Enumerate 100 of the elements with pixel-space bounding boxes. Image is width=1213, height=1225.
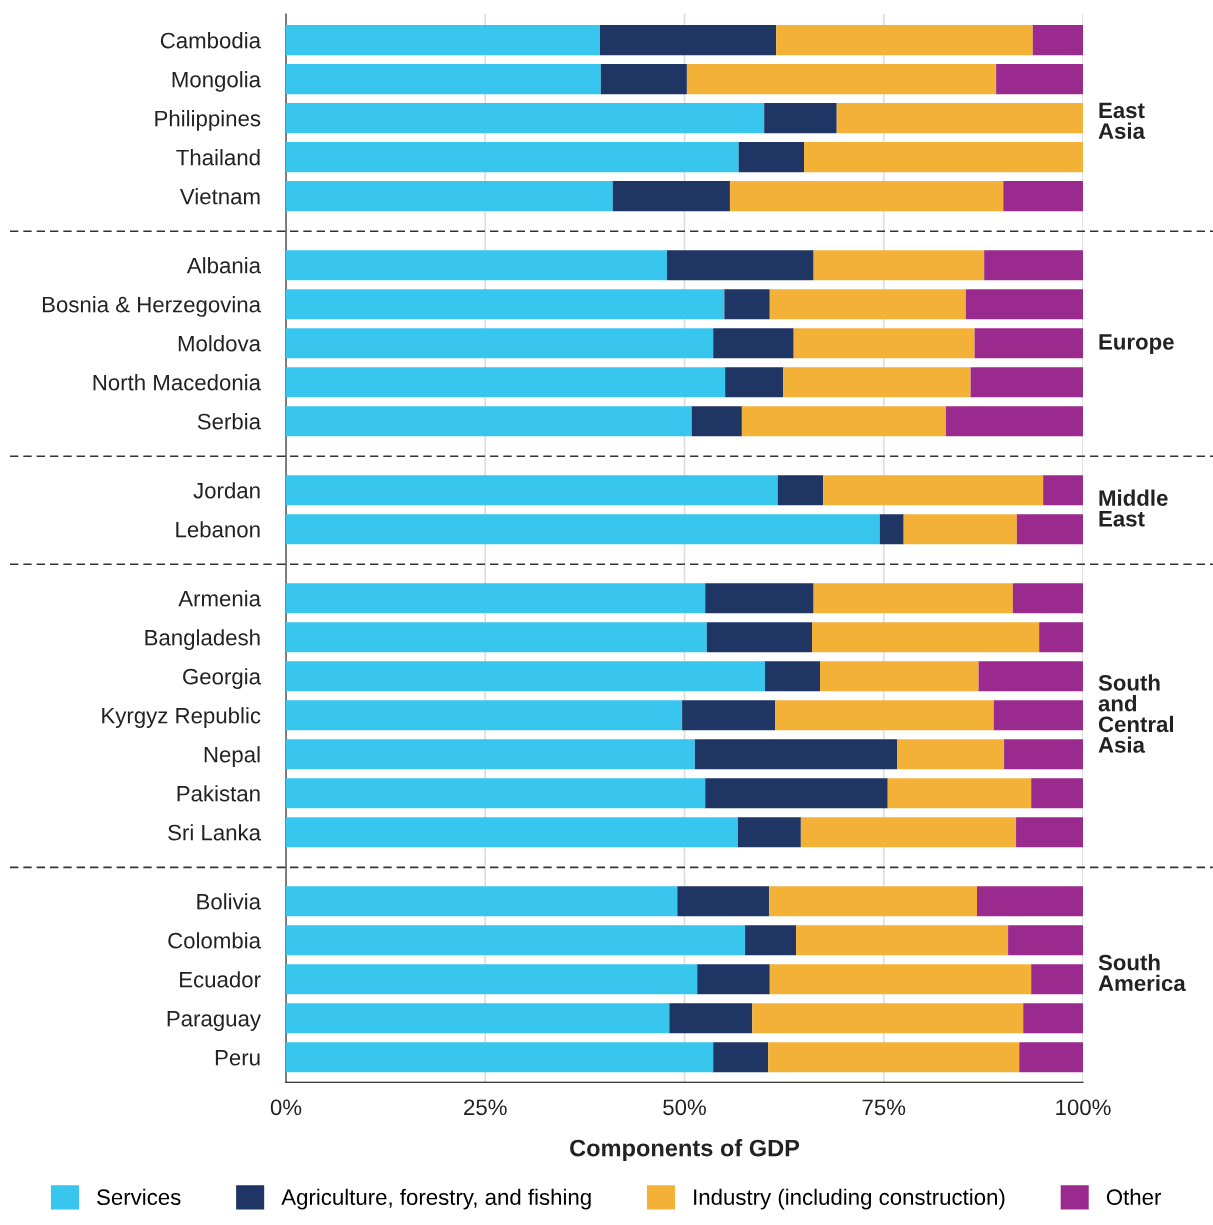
bar [286, 886, 678, 917]
bar [697, 964, 770, 995]
bar [612, 181, 730, 212]
legend-label: Industry (including construction) [694, 1188, 1005, 1210]
bar [823, 475, 1044, 506]
bar [286, 514, 880, 545]
bar [286, 964, 698, 995]
bar [804, 142, 1083, 173]
bar [286, 661, 765, 692]
bar [984, 250, 1083, 281]
bar [1016, 817, 1083, 848]
bar [286, 250, 667, 281]
y-tick-label: Vietnam [179, 188, 260, 205]
bar [1004, 739, 1083, 770]
bar [286, 739, 695, 770]
bar [682, 700, 776, 731]
bar [970, 367, 1083, 398]
bar [769, 964, 1032, 995]
bar [813, 250, 985, 281]
y-tick-label: Paraguay [167, 1011, 261, 1031]
bar [769, 289, 966, 320]
bar [1039, 622, 1083, 653]
bar [1012, 583, 1083, 614]
bar [996, 64, 1083, 95]
y-tick-label: Sri Lanka [168, 824, 261, 841]
bar [600, 25, 777, 56]
y-tick-label: Cambodia [160, 32, 262, 49]
bar [765, 661, 820, 692]
bar [666, 250, 814, 281]
x-tick-label: 25% [464, 1099, 507, 1116]
bar [741, 406, 946, 437]
bar [783, 367, 971, 398]
bar [705, 583, 814, 614]
bar [977, 886, 1083, 917]
x-tick-label: 0% [270, 1099, 302, 1116]
bar [879, 514, 904, 545]
text: Middle East [1099, 489, 1168, 527]
bar [286, 1003, 670, 1034]
bar [745, 925, 797, 956]
bar [286, 925, 746, 956]
legend-label: Agriculture, forestry, and fishing [281, 1188, 591, 1210]
bar [600, 64, 687, 95]
y-tick-label: North Macedonia [93, 374, 262, 391]
y-tick-label: Georgia [183, 668, 261, 689]
bar [1023, 1003, 1083, 1034]
bar [897, 739, 1005, 770]
x-tick-label: 50% [663, 1099, 706, 1116]
bar [819, 661, 979, 692]
text: South America [1098, 954, 1186, 992]
y-tick-label: Jordan [193, 482, 260, 499]
y-tick-label: Nepal [204, 746, 260, 767]
bar [738, 142, 805, 173]
y-tick-label: Lebanon [176, 521, 260, 538]
bar [286, 475, 778, 506]
y-tick-label: Bangladesh [145, 629, 260, 650]
legend-label: Services [97, 1188, 181, 1206]
y-tick-label: Moldova [178, 335, 261, 352]
bar [993, 700, 1083, 731]
y-tick-label: Albania [186, 257, 261, 274]
y-tick-label: Serbia [197, 413, 261, 430]
bar [286, 583, 706, 614]
bar [694, 739, 898, 770]
bar [713, 328, 794, 359]
bar [286, 25, 601, 56]
y-tick-label: Peru [215, 1050, 260, 1066]
x-tick-label: 100% [1056, 1099, 1111, 1116]
bar [965, 289, 1083, 320]
y-tick-label: Philippines [155, 110, 261, 131]
bar [686, 64, 997, 95]
legend-label: Other [1106, 1188, 1162, 1206]
bar [286, 622, 707, 653]
y-tick-label: Thailand [176, 149, 260, 166]
bar [669, 1003, 753, 1034]
bar [286, 64, 601, 95]
y-tick-label: Armenia [178, 590, 261, 607]
y-tick-label: Bosnia & Herzegovina [42, 296, 262, 317]
bar [1016, 514, 1083, 545]
bar [286, 103, 765, 134]
bar [978, 661, 1083, 692]
bar [1032, 25, 1083, 56]
bar [286, 817, 738, 848]
bar [752, 1003, 1024, 1034]
bar [724, 289, 770, 320]
bar [286, 142, 739, 173]
bar [764, 103, 837, 134]
y-tick-label: Mongolia [172, 71, 262, 92]
x-tick-label: 75% [862, 1099, 906, 1116]
bar [813, 583, 1013, 614]
y-tick-label: Ecuador [180, 971, 261, 988]
text: South and Central Asia [1098, 674, 1173, 753]
y-tick-label: Bolivia [197, 893, 261, 910]
y-tick-label: Colombia [168, 932, 261, 949]
bar [800, 817, 1017, 848]
bar [286, 289, 725, 320]
bar [677, 886, 769, 917]
bar [286, 406, 692, 437]
bar [974, 328, 1083, 359]
bar [903, 514, 1017, 545]
bar [887, 778, 1032, 809]
bar [1019, 1042, 1083, 1073]
